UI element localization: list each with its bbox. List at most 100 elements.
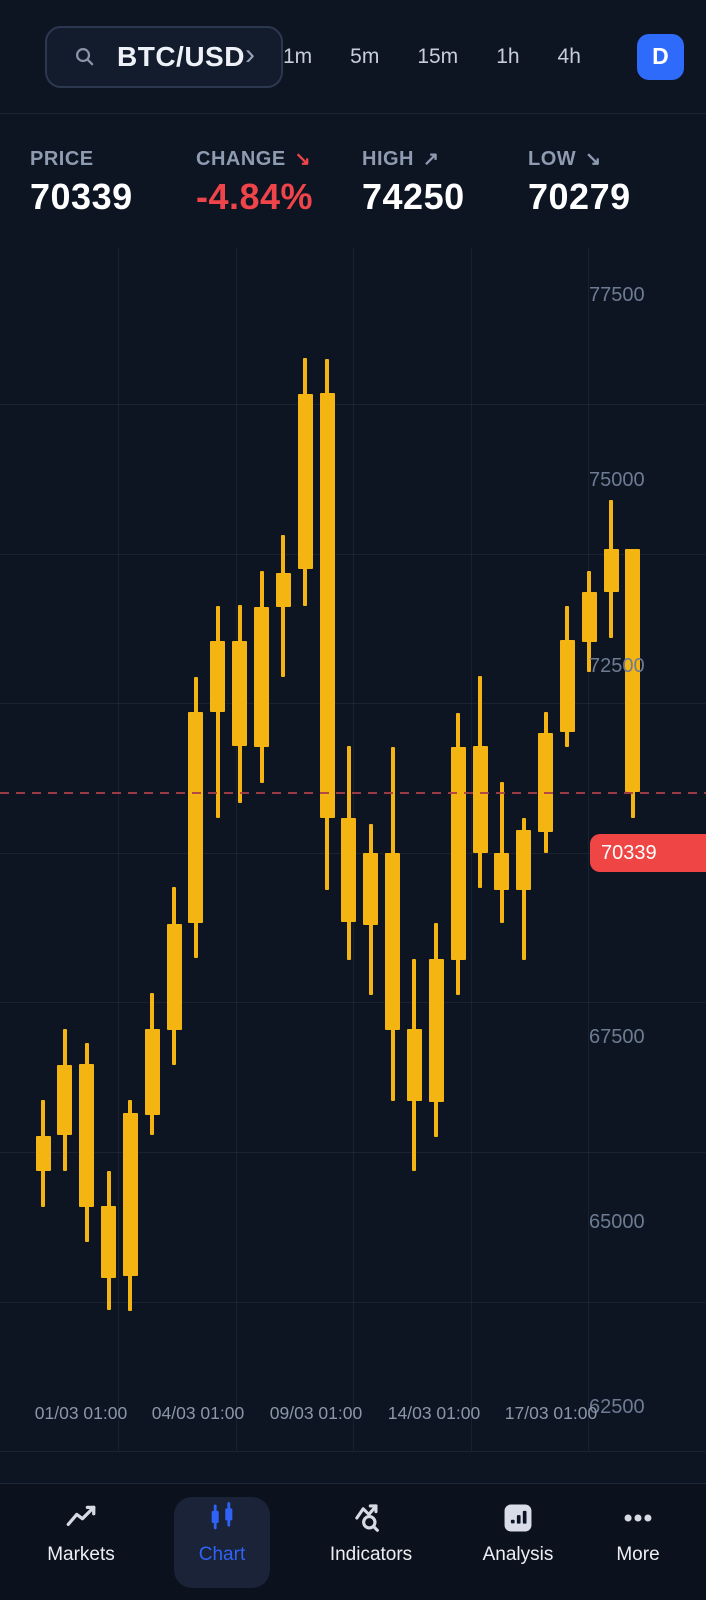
bar-chart-icon (463, 1498, 573, 1538)
trending-line-icon (26, 1498, 136, 1538)
nav-label: Indicators (329, 1544, 413, 1565)
nav-item-chart[interactable]: Chart (167, 1498, 277, 1566)
candle-body (319, 392, 335, 818)
gridline-horizontal (0, 404, 706, 405)
bottom-nav: Markets Chart (0, 1483, 706, 1600)
nav-label: Analysis (482, 1544, 554, 1565)
nav-label: Chart (198, 1544, 246, 1565)
arrow-down-right-icon: ↘ (585, 149, 602, 170)
candle-body (559, 640, 575, 733)
candlestick-icon (167, 1498, 277, 1538)
nav-item-markets[interactable]: Markets (26, 1498, 136, 1566)
chevron-right-icon: › (244, 37, 255, 71)
y-axis-label: 67500 (589, 1025, 645, 1048)
y-axis-label: 77500 (589, 284, 645, 306)
nav-active-highlight (174, 1497, 270, 1588)
y-axis-label: 65000 (589, 1211, 645, 1233)
stat-price-value: 70339 (30, 176, 133, 217)
nav-label: Markets (47, 1544, 115, 1565)
candle-body (166, 924, 182, 1031)
x-axis-label: 17/03 01:00 (504, 1403, 598, 1423)
symbol-selector[interactable]: BTC/USD › (45, 25, 283, 88)
x-axis-label: 14/03 01:00 (387, 1403, 481, 1423)
nav-label: More (616, 1544, 660, 1565)
timeframe-1m[interactable]: 1m (282, 44, 313, 68)
nav-item-analysis[interactable]: Analysis (463, 1498, 573, 1566)
timeframe-4h[interactable]: 4h (557, 44, 581, 68)
current-price-line (0, 792, 706, 794)
candle-body (472, 746, 488, 853)
candle-body (210, 640, 226, 712)
candle-body (516, 830, 532, 890)
gridline-horizontal (0, 1152, 706, 1153)
x-axis-label: 01/03 01:00 (34, 1403, 128, 1423)
candle-body (625, 548, 641, 792)
stat-high: HIGH ↗ 74250 (362, 148, 528, 248)
stat-low-value: 70279 (528, 176, 631, 217)
candle-body (603, 548, 619, 592)
candle-body (363, 852, 379, 926)
nav-item-more[interactable]: More (583, 1498, 693, 1566)
gridline-horizontal (0, 1301, 706, 1303)
candlestick-chart[interactable]: 77500 75000 72500 67500 65000 62500 01/03 01:0… (0, 248, 706, 1484)
top-bar: BTC/USD › 1m 5m 15m 1h 4h D (0, 0, 706, 114)
ellipsis-icon (583, 1498, 693, 1538)
search-icon (76, 48, 94, 66)
y-axis-label: 62500 (589, 1396, 645, 1419)
indicator-search-icon (316, 1498, 426, 1538)
timeframe-1h[interactable]: 1h (496, 44, 520, 68)
candle-body (57, 1064, 73, 1135)
gridline-vertical (588, 248, 589, 1451)
candle-wick (215, 605, 220, 818)
candle-body (35, 1136, 51, 1171)
arrow-down-right-icon: ↘ (294, 149, 312, 170)
candle-body (79, 1064, 95, 1207)
candle-body (144, 1028, 160, 1115)
candle-body (341, 817, 357, 923)
timeframe-15m[interactable]: 15m (417, 44, 459, 68)
candle-body (122, 1112, 138, 1277)
stat-high-label: HIGH ↗ (362, 148, 440, 170)
gridline-horizontal (0, 553, 706, 555)
candle-body (188, 711, 204, 923)
stat-change-value: -4.84% (196, 176, 314, 217)
symbol-label: BTC/USD (117, 40, 245, 72)
gridline-horizontal (0, 703, 706, 705)
y-axis-label: 72500 (589, 654, 645, 677)
stats-row: PRICE 70339 CHANGE ↘ -4.84% HIGH ↗ 74250… (0, 115, 706, 248)
candle-body (406, 1028, 422, 1101)
gridline-vertical (235, 248, 237, 1451)
stat-low-label: LOW ↘ (528, 148, 602, 170)
candle-wick (499, 782, 504, 923)
candle-body (101, 1206, 117, 1279)
x-axis-label: 09/03 01:00 (269, 1403, 363, 1423)
candle-body (581, 591, 597, 642)
gridline-horizontal (0, 1451, 706, 1453)
stat-high-value: 74250 (362, 176, 465, 217)
stat-price-label: PRICE (30, 148, 94, 170)
y-axis-label: 75000 (589, 469, 645, 492)
current-price-tag: 70339 (590, 834, 706, 872)
stat-low: LOW ↘ 70279 (528, 148, 631, 248)
stat-change: CHANGE ↘ -4.84% (196, 148, 362, 248)
candle-body (254, 607, 269, 747)
stat-change-label: CHANGE ↘ (196, 148, 312, 170)
candle-body (385, 852, 401, 1031)
arrow-up-right-icon: ↗ (423, 149, 440, 170)
candle-body (232, 640, 248, 747)
gridline-vertical (470, 248, 472, 1451)
timeframe-switcher: 1m 5m 15m 1h 4h D (282, 33, 684, 80)
stat-price: PRICE 70339 (30, 148, 196, 248)
candle-body (538, 732, 554, 833)
timeframe-1d-active[interactable]: D (636, 33, 684, 80)
candle-body (428, 958, 444, 1102)
nav-item-indicators[interactable]: Indicators (316, 1498, 426, 1566)
candle-body (275, 573, 291, 608)
gridline-vertical (118, 248, 119, 1451)
candle-body (494, 852, 510, 890)
candle-body (450, 746, 466, 960)
gridline-horizontal (0, 1002, 706, 1004)
timeframe-5m[interactable]: 5m (350, 44, 380, 68)
candle-body (297, 393, 313, 569)
